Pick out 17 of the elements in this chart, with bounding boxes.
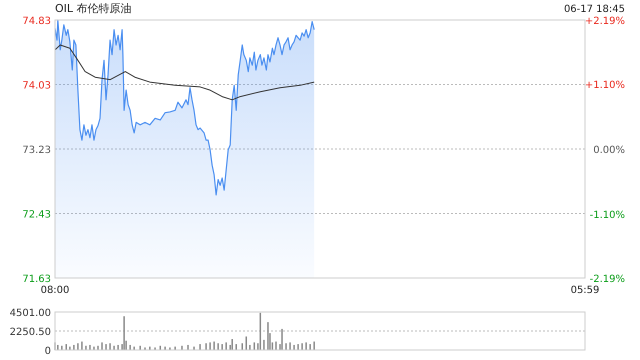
y2-tick-label: 0.00%: [593, 145, 625, 156]
y-tick-label: 4501.00: [10, 308, 51, 319]
y-tick-label: 72.43: [22, 210, 51, 220]
x-tick-label: 08:00: [40, 285, 70, 296]
y-tick-label: 74.03: [22, 80, 51, 92]
y2-tick-label: +2.19%: [584, 16, 625, 27]
y-tick-label: 71.63: [22, 274, 51, 285]
y2-tick-label: -1.10%: [590, 210, 625, 221]
y-tick-label: 74.83: [22, 16, 51, 27]
y-tick-label: 2250.50: [10, 327, 51, 338]
chart-title: OIL 布伦特原油: [55, 2, 132, 15]
x-tick-label: 05:59: [570, 285, 600, 296]
y2-tick-label: +1.10%: [584, 80, 625, 92]
y2-tick-label: -2.19%: [590, 274, 625, 285]
text: 06-17 18:45: [564, 4, 625, 15]
y-tick-label: 0: [44, 346, 51, 357]
y-tick-label: 73.23: [22, 145, 51, 156]
